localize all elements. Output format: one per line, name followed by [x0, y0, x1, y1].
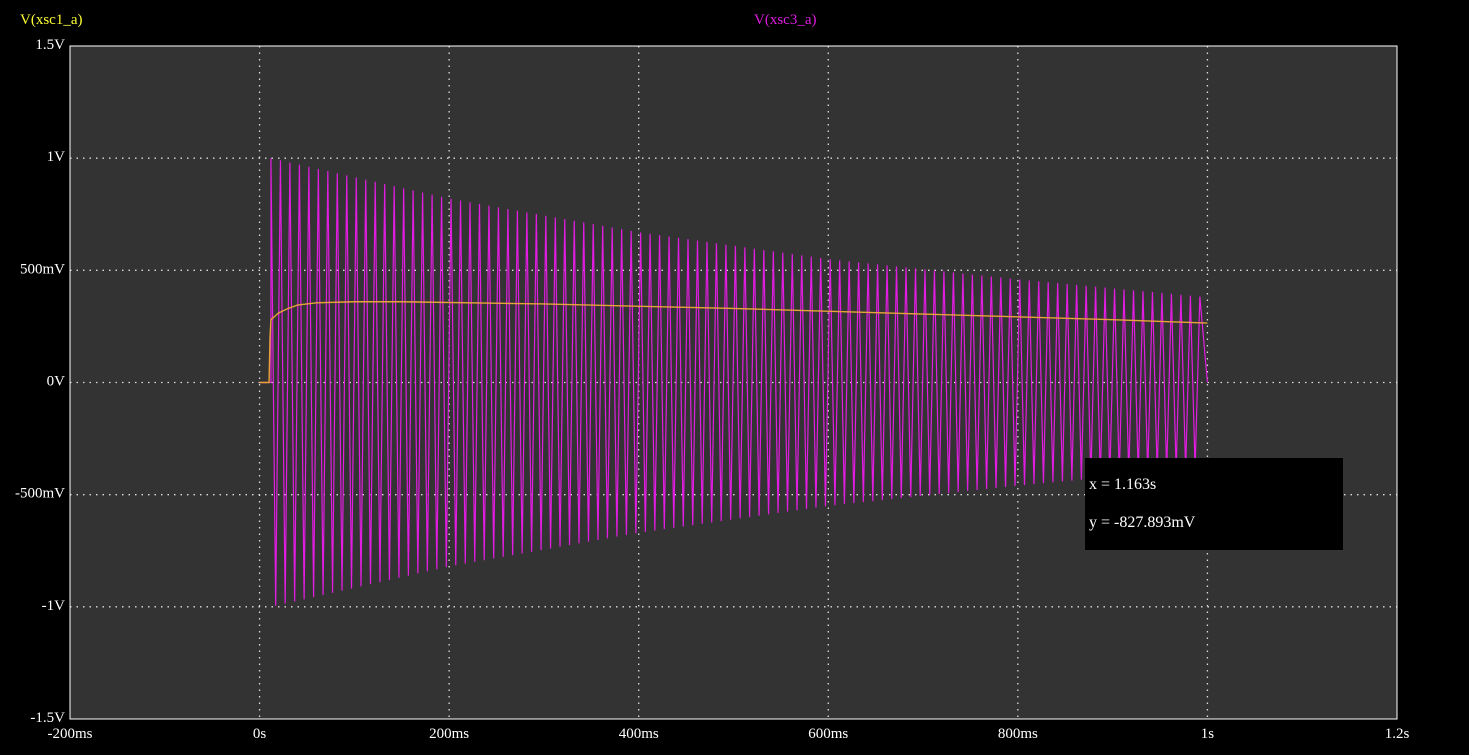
series-lines — [259, 158, 1209, 606]
series-label-xsc1: V(xsc1_a) — [20, 12, 83, 28]
axis-tick-labels: -200ms 0s 200ms 400ms 600ms 800ms 1s 1.2s 1.5V 1V… — [15, 37, 1409, 742]
cursor-readout: x = 1.163s y = -827.893mV — [1085, 458, 1343, 550]
y-tick-label: 1.5V — [35, 37, 65, 53]
x-tick-label: 800ms — [998, 726, 1038, 742]
y-tick-label: 500mV — [20, 261, 65, 277]
x-tick-label: 600ms — [808, 726, 848, 742]
x-tick-label: 200ms — [429, 726, 469, 742]
series-line-xsc3 — [259, 158, 1209, 606]
plot-border — [69, 45, 1398, 720]
x-tick-label: 1.2s — [1385, 726, 1410, 742]
cursor-y-value: y = -827.893mV — [1089, 514, 1196, 531]
y-tick-label: -1V — [42, 598, 65, 614]
series-label-xsc3: V(xsc3_a) — [754, 12, 817, 28]
cursor-x-value: x = 1.163s — [1089, 476, 1157, 493]
y-tick-label: -500mV — [15, 486, 65, 502]
x-tick-label: 1s — [1201, 726, 1215, 742]
x-tick-label: 400ms — [619, 726, 659, 742]
series-line-xsc1 — [259, 301, 1208, 384]
x-tick-label: -200ms — [48, 726, 93, 742]
y-tick-label: 1V — [47, 149, 66, 165]
x-tick-label: 0s — [253, 726, 267, 742]
y-tick-label: 0V — [47, 374, 66, 390]
y-tick-label: -1.5V — [30, 710, 65, 726]
